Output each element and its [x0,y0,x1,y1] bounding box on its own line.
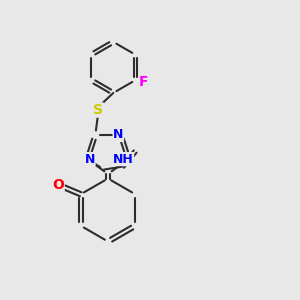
Text: S: S [93,103,103,117]
Text: N: N [85,153,95,166]
Text: N: N [113,128,124,141]
Text: O: O [52,178,64,192]
Text: F: F [139,75,148,89]
Text: NH: NH [113,153,134,166]
